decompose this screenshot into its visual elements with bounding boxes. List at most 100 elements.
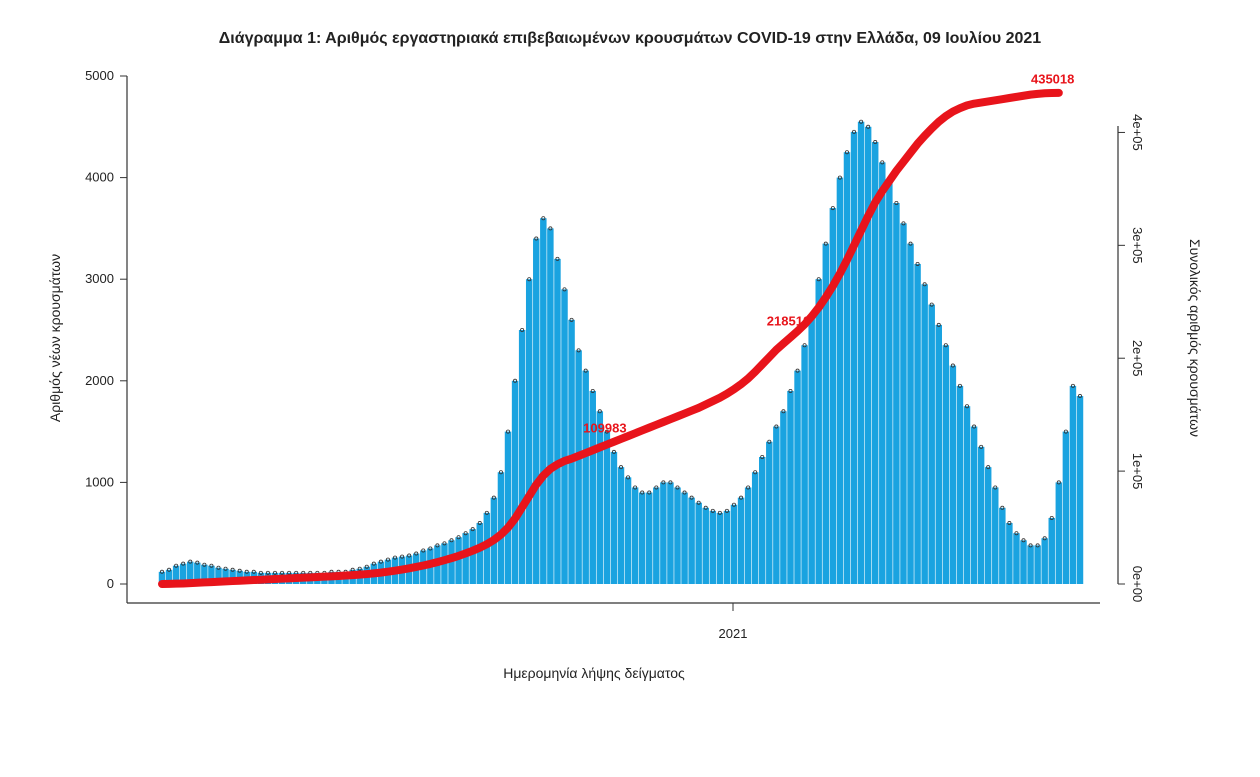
bar: [815, 279, 822, 584]
bar: [589, 390, 596, 584]
point-marker: [852, 129, 857, 134]
bar: [504, 431, 512, 584]
point-marker: [915, 261, 920, 266]
bar: [970, 426, 978, 584]
point-marker: [357, 566, 362, 571]
bar: [857, 121, 865, 584]
bar: [822, 243, 830, 584]
point-marker: [477, 521, 482, 526]
bar: [497, 472, 505, 584]
bar: [900, 223, 907, 584]
point-marker: [1063, 429, 1068, 434]
bar: [568, 319, 575, 584]
bar: [674, 487, 681, 584]
bar: [1076, 396, 1084, 584]
bar: [638, 492, 646, 584]
bar: [194, 562, 201, 584]
point-marker: [675, 485, 680, 490]
bar: [603, 431, 611, 584]
point-marker: [223, 566, 228, 571]
point-marker: [555, 256, 560, 261]
bar: [1048, 517, 1055, 584]
bar: [1055, 482, 1063, 584]
point-marker: [491, 495, 496, 500]
point-marker: [590, 388, 595, 393]
bar: [215, 567, 222, 584]
bar: [702, 507, 709, 584]
y2-tick-label: 2e+05: [1130, 340, 1145, 377]
bar: [172, 565, 180, 584]
cumulative-line: [158, 88, 1063, 588]
point-marker: [209, 563, 214, 568]
bar: [787, 390, 794, 584]
point-marker: [1014, 531, 1019, 536]
bar: [511, 380, 519, 584]
bar: [716, 512, 724, 584]
chart-title: Διάγραμμα 1: Αριθμός εργαστηριακά επιβεβ…: [218, 30, 1042, 47]
bar: [893, 203, 900, 584]
point-marker: [1042, 536, 1047, 541]
bar: [999, 507, 1006, 584]
bar: [801, 345, 808, 584]
point-marker: [604, 429, 609, 434]
bar: [744, 487, 752, 584]
point-marker: [174, 563, 179, 568]
point-marker: [258, 570, 263, 575]
point-marker: [965, 404, 970, 409]
point-marker: [428, 546, 433, 551]
bar: [554, 258, 561, 584]
bar: [533, 238, 540, 584]
point-marker: [781, 409, 786, 414]
point-marker: [908, 241, 913, 246]
cumulative-annotation: 109983: [583, 421, 626, 436]
bar: [208, 565, 215, 584]
bar: [886, 182, 893, 584]
x-tick-label: 2021: [719, 626, 748, 641]
point-marker: [710, 508, 715, 513]
point-marker: [414, 551, 419, 556]
point-marker: [167, 567, 172, 572]
cumulative-annotation: 218510: [767, 313, 810, 328]
point-marker: [1070, 383, 1075, 388]
bar: [907, 243, 914, 584]
point-marker: [498, 470, 503, 475]
bar: [836, 177, 844, 584]
bar: [921, 284, 928, 584]
y2-tick-label: 3e+05: [1130, 227, 1145, 264]
point-marker: [456, 535, 461, 540]
point-marker: [484, 510, 489, 515]
bar: [879, 162, 886, 585]
point-marker: [583, 368, 588, 373]
y2-tick-label: 0e+00: [1130, 566, 1145, 603]
point-marker: [739, 495, 744, 500]
cumulative-line-layer: [158, 88, 1063, 588]
y-tick-label: 2000: [85, 373, 114, 388]
bar: [935, 324, 942, 584]
point-marker: [986, 465, 991, 470]
y2-tick-label: 1e+05: [1130, 453, 1145, 490]
bar: [575, 350, 582, 584]
bar: [1069, 385, 1077, 584]
bar: [646, 492, 653, 584]
point-marker: [830, 206, 835, 211]
point-marker: [979, 444, 984, 449]
point-marker: [400, 554, 405, 559]
point-marker: [527, 277, 532, 282]
point-marker: [696, 500, 701, 505]
point-marker: [943, 343, 948, 348]
bar: [187, 561, 194, 584]
point-marker: [633, 485, 638, 490]
point-marker: [378, 559, 383, 564]
bar: [660, 482, 667, 584]
bar: [1013, 533, 1020, 584]
annotations-layer: 109983 218510 435018: [583, 71, 1074, 435]
point-marker: [950, 363, 955, 368]
bar: [773, 426, 780, 584]
y2-axis-label: Συνολικός αριθμός κρουσμάτων: [1187, 239, 1203, 437]
point-marker: [873, 140, 878, 145]
point-marker: [682, 490, 687, 495]
bar: [596, 411, 604, 584]
point-marker: [844, 150, 849, 155]
y-tick-label: 1000: [85, 474, 114, 489]
bar: [949, 365, 957, 584]
